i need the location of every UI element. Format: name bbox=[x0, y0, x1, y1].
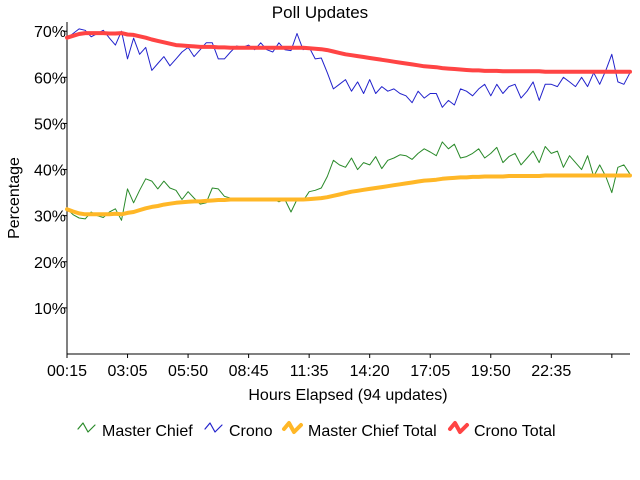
series-line-crono bbox=[66, 28, 631, 108]
x-tick-label: 08:45 bbox=[229, 363, 269, 380]
x-tick-label: 11:35 bbox=[290, 363, 329, 380]
y-tick-label: 60% bbox=[34, 70, 66, 87]
legend-label: Crono Total bbox=[474, 423, 556, 440]
x-tick-label: 03:05 bbox=[108, 363, 148, 380]
legend: Master Chief Crono Master Chief Total Crono… bbox=[77, 421, 556, 440]
legend-swatch-icon bbox=[448, 421, 469, 434]
legend-item: Master Chief Total bbox=[282, 421, 437, 440]
series-line-master-chief bbox=[66, 141, 631, 221]
legend-item: Crono bbox=[204, 422, 273, 440]
x-tick-label: 22:35 bbox=[531, 363, 571, 380]
x-tick-label: 19:50 bbox=[471, 363, 511, 380]
chart-axes: 10% 20% 30% 40% 50% 60% 70% 00:15 03:05 05:50 08:4… bbox=[34, 22, 630, 380]
y-tick-label: 30% bbox=[34, 209, 66, 226]
y-tick-label: 50% bbox=[34, 116, 66, 133]
chart-title: Poll Updates bbox=[272, 3, 368, 22]
legend-swatch-icon bbox=[77, 422, 96, 433]
legend-label: Master Chief Total bbox=[308, 423, 437, 440]
series-layer bbox=[65, 28, 632, 221]
legend-swatch-icon bbox=[204, 422, 223, 433]
legend-item: Crono Total bbox=[448, 421, 556, 440]
legend-label: Crono bbox=[229, 423, 273, 440]
x-tick-label: 05:50 bbox=[168, 363, 208, 380]
x-tick-label: 00:15 bbox=[47, 363, 87, 380]
y-tick-label: 10% bbox=[34, 301, 66, 318]
x-tick-label: 17:05 bbox=[410, 363, 450, 380]
x-axis-label: Hours Elapsed (94 updates) bbox=[248, 387, 447, 404]
y-tick-label: 20% bbox=[34, 255, 66, 272]
y-axis-label: Percentage bbox=[6, 157, 23, 239]
series-line-crono-total bbox=[65, 31, 632, 74]
y-tick-label: 70% bbox=[34, 24, 66, 41]
y-tick-label: 40% bbox=[34, 163, 66, 180]
x-tick-label: 14:20 bbox=[350, 363, 390, 380]
legend-swatch-icon bbox=[282, 421, 303, 434]
legend-item: Master Chief bbox=[77, 422, 193, 440]
legend-label: Master Chief bbox=[102, 423, 193, 440]
series-line-master-chief-total bbox=[65, 173, 632, 217]
